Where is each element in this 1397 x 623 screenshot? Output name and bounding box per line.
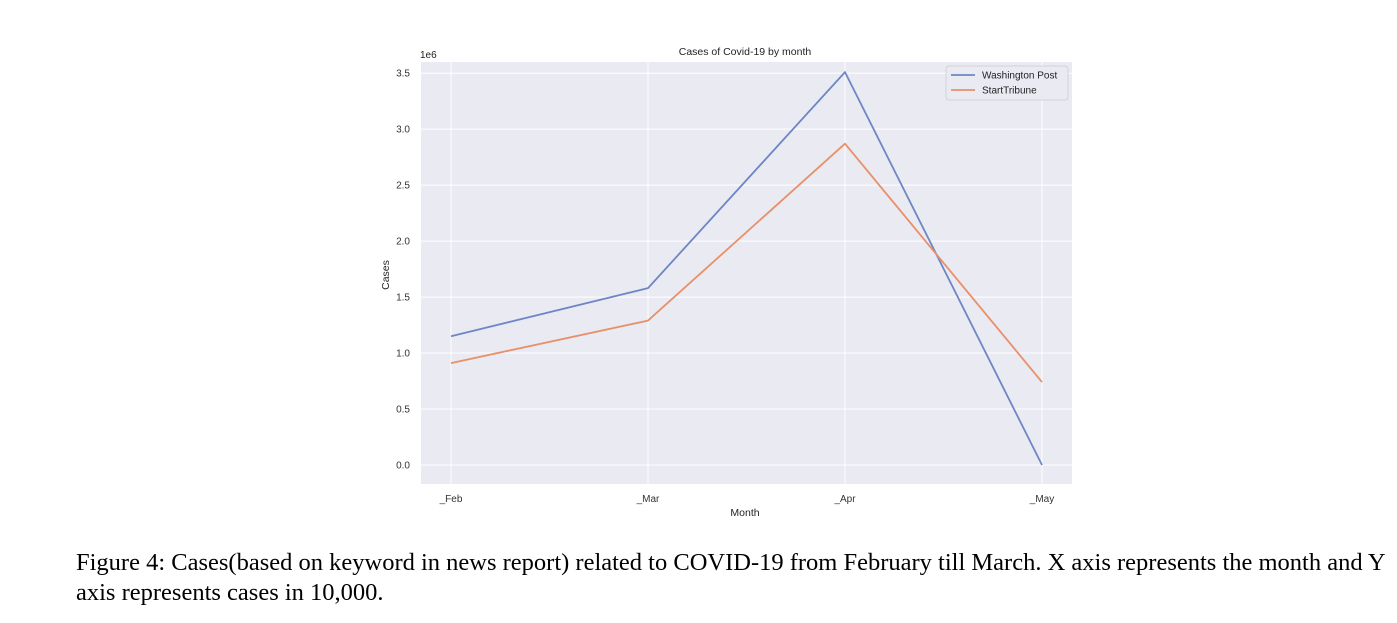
y-axis-offset-text: 1e6 xyxy=(420,50,437,61)
legend-label: Washington Post xyxy=(982,71,1057,82)
series-lines xyxy=(450,71,1043,466)
series-line-washington-post xyxy=(450,71,1043,466)
x-tick-label: _May xyxy=(1029,494,1054,505)
grid-lines xyxy=(421,62,1072,484)
x-tick-labels: _Feb _Mar _Apr _May xyxy=(439,494,1055,505)
legend-label: StartTribune xyxy=(982,86,1037,97)
legend: Washington Post StartTribune xyxy=(945,65,1069,101)
x-tick-label: _Mar xyxy=(636,494,660,505)
y-tick-labels: 0.0 0.5 1.0 1.5 2.0 2.5 3.0 3.5 xyxy=(396,69,410,472)
y-tick-label: 2.0 xyxy=(396,237,410,248)
y-tick-label: 1.5 xyxy=(396,293,410,304)
plot-area xyxy=(421,62,1072,484)
figure-caption: Figure 4: Cases(based on keyword in news… xyxy=(76,549,1385,606)
chart-title: Cases of Covid-19 by month xyxy=(679,46,812,58)
x-tick-label: _Feb xyxy=(439,494,463,505)
x-axis-label: Month xyxy=(730,507,759,519)
series-line-starttribune xyxy=(450,142,1043,383)
y-tick-label: 3.5 xyxy=(396,69,410,80)
y-tick-label: 2.5 xyxy=(396,181,410,192)
y-tick-label: 0.5 xyxy=(396,405,410,416)
line-chart: 0.0 0.5 1.0 1.5 2.0 2.5 3.0 3.5 _Feb _Mar _Apr _Ma… xyxy=(380,46,1072,519)
y-tick-label: 1.0 xyxy=(396,349,410,360)
legend-box xyxy=(945,65,1069,101)
y-axis-label: Cases xyxy=(380,260,392,290)
y-tick-label: 3.0 xyxy=(396,125,410,136)
y-tick-label: 0.0 xyxy=(396,460,410,471)
x-tick-label: _Apr xyxy=(833,494,856,505)
